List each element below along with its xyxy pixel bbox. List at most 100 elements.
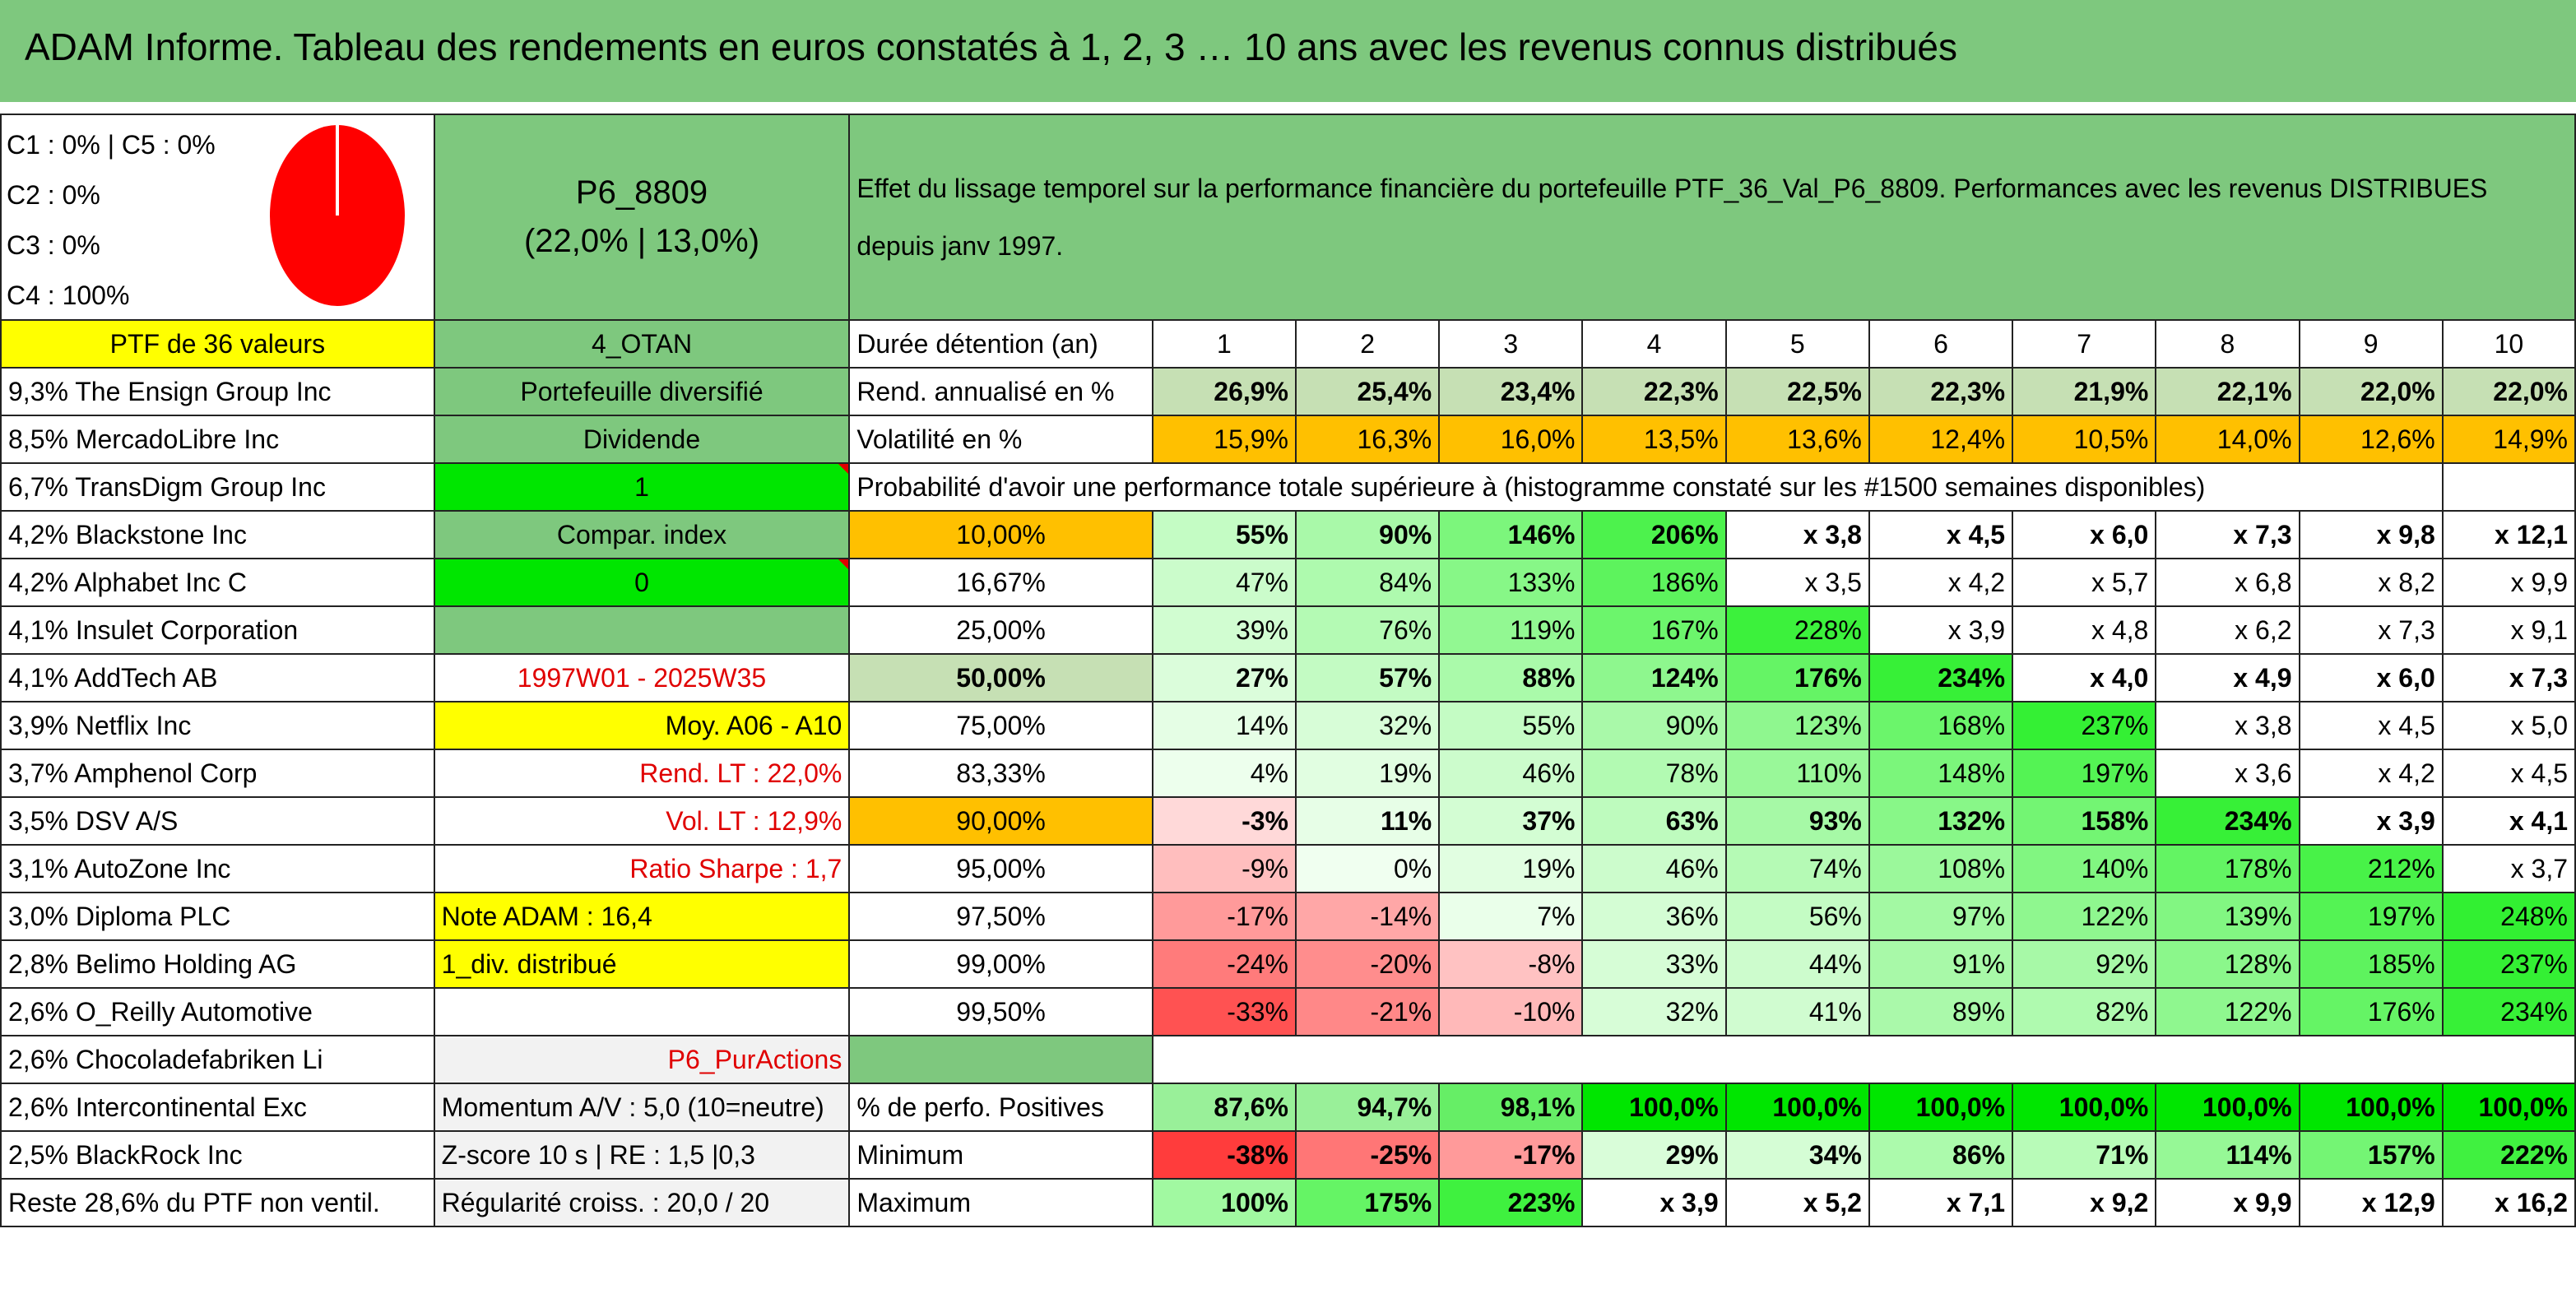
info-vol-lt: Vol. LT : 12,9%: [433, 796, 851, 846]
proba-value: x 9,9: [2441, 558, 2576, 607]
info-type: Portefeuille diversifié: [433, 367, 851, 416]
proba-row: 3,1% AutoZone Inc Ratio Sharpe : 1,7 95,00…: [0, 844, 2576, 893]
proba-value: -10%: [1438, 987, 1584, 1036]
holding-name: 2,6% Chocoladefabriken Li: [0, 1035, 435, 1084]
empty-cell: [2441, 462, 2576, 512]
positives-value: 100,0%: [2155, 1083, 2300, 1132]
proba-value: x 5,7: [2012, 558, 2157, 607]
proba-value: 93%: [1724, 796, 1870, 846]
positives-value: 100,0%: [2012, 1083, 2157, 1132]
proba-value: x 3,9: [2298, 796, 2444, 846]
maximum-value: x 5,2: [1724, 1178, 1870, 1227]
proba-value: 91%: [1868, 939, 2014, 989]
proba-value: 11%: [1294, 796, 1441, 846]
rend-value: 22,3%: [1868, 367, 2014, 416]
proba-value: 206%: [1581, 510, 1727, 559]
rend-value: 25,4%: [1294, 367, 1441, 416]
proba-value: 78%: [1581, 749, 1727, 798]
vol-value: 16,0%: [1438, 415, 1584, 464]
portfolio-id-cell: P6_8809 (22,0% | 13,0%): [433, 114, 851, 321]
proba-value: 140%: [2012, 844, 2157, 893]
proba-value: 36%: [1581, 892, 1727, 941]
proba-value: x 4,5: [2441, 749, 2576, 798]
duree-label: Durée détention (an): [848, 319, 1153, 369]
proba-value: x 3,8: [1724, 510, 1870, 559]
proba-value: 228%: [1724, 605, 1870, 655]
proba-value: 0%: [1294, 844, 1441, 893]
proba-value: 122%: [2012, 892, 2157, 941]
proba-value: x 6,0: [2012, 510, 2157, 559]
proba-value: x 4,8: [2012, 605, 2157, 655]
maximum-value: 223%: [1438, 1178, 1584, 1227]
proba-value: 132%: [1868, 796, 2014, 846]
positives-value: 100,0%: [1868, 1083, 2014, 1132]
vol-label: Volatilité en %: [848, 415, 1153, 464]
info-sharpe: Ratio Sharpe : 1,7: [433, 844, 851, 893]
proba-value: 146%: [1438, 510, 1584, 559]
proba-value: 90%: [1581, 701, 1727, 750]
holding-name: 2,6% Intercontinental Exc: [0, 1083, 435, 1132]
proba-value: x 5,0: [2441, 701, 2576, 750]
vol-value: 14,0%: [2155, 415, 2300, 464]
info-note: Note ADAM : 16,4: [433, 892, 851, 941]
proba-value: -8%: [1438, 939, 1584, 989]
year-header: 6: [1868, 319, 2014, 369]
proba-value: -24%: [1151, 939, 1297, 989]
rend-row: 9,3% The Ensign Group Inc Portefeuille di…: [0, 367, 2576, 416]
rend-value: 21,9%: [2012, 367, 2157, 416]
year-header: 10: [2441, 319, 2576, 369]
minimum-value: -38%: [1151, 1130, 1297, 1180]
proba-value: 123%: [1724, 701, 1870, 750]
proba-value: 56%: [1724, 892, 1870, 941]
proba-value: 97%: [1868, 892, 2014, 941]
vol-row: 8,5% MercadoLibre Inc Dividende Volatilité…: [0, 415, 2576, 464]
proba-value: x 3,5: [1724, 558, 1870, 607]
maximum-value: x 9,9: [2155, 1178, 2300, 1227]
proba-value: 82%: [2012, 987, 2157, 1036]
rend-value: 22,1%: [2155, 367, 2300, 416]
maximum-value: x 3,9: [1581, 1178, 1727, 1227]
proba-value: -14%: [1294, 892, 1441, 941]
proba-value: 7%: [1438, 892, 1584, 941]
holding-name: 6,7% TransDigm Group Inc: [0, 462, 435, 512]
proba-threshold: 83,33%: [848, 749, 1153, 798]
holding-name: 4,1% AddTech AB: [0, 653, 435, 702]
maximum-value: x 12,9: [2298, 1178, 2444, 1227]
proba-value: 4%: [1151, 749, 1297, 798]
vol-value: 16,3%: [1294, 415, 1441, 464]
proba-value: 185%: [2298, 939, 2444, 989]
proba-value: 158%: [2012, 796, 2157, 846]
holding-name: 9,3% The Ensign Group Inc: [0, 367, 435, 416]
empty-cell: [848, 1035, 1153, 1084]
proba-value: x 4,9: [2155, 653, 2300, 702]
rend-value: 26,9%: [1151, 367, 1297, 416]
proba-value: 108%: [1868, 844, 2014, 893]
separator: [0, 102, 2576, 114]
proba-value: x 4,0: [2012, 653, 2157, 702]
info-empty-2: [433, 987, 851, 1036]
proba-value: 32%: [1581, 987, 1727, 1036]
year-header: 7: [2012, 319, 2157, 369]
proba-value: 133%: [1438, 558, 1584, 607]
year-header: 1: [1151, 319, 1297, 369]
positives-value: 98,1%: [1438, 1083, 1584, 1132]
info-rend-lt: Rend. LT : 22,0%: [433, 749, 851, 798]
proba-value: x 9,8: [2298, 510, 2444, 559]
proba-value: 14%: [1151, 701, 1297, 750]
proba-row: 4,1% Insulet Corporation 25,00% 39% 76% 119%…: [0, 605, 2576, 655]
proba-value: 41%: [1724, 987, 1870, 1036]
years-row: PTF de 36 valeurs 4_OTAN Durée détention (…: [0, 319, 2576, 369]
minimum-value: -25%: [1294, 1130, 1441, 1180]
proba-threshold: 16,67%: [848, 558, 1153, 607]
proba-row: 2,6% O_Reilly Automotive 99,50% -33% -21% -1…: [0, 987, 2576, 1036]
proba-value: 76%: [1294, 605, 1441, 655]
proba-value: 212%: [2298, 844, 2444, 893]
proba-threshold: 97,50%: [848, 892, 1153, 941]
proba-value: 237%: [2012, 701, 2157, 750]
holding-name: 4,1% Insulet Corporation: [0, 605, 435, 655]
proba-value: x 4,5: [1868, 510, 2014, 559]
minimum-value: 86%: [1868, 1130, 2014, 1180]
year-header: 9: [2298, 319, 2444, 369]
proba-value: 88%: [1438, 653, 1584, 702]
info-regularite: Régularité croiss. : 20,0 / 20: [433, 1178, 851, 1227]
